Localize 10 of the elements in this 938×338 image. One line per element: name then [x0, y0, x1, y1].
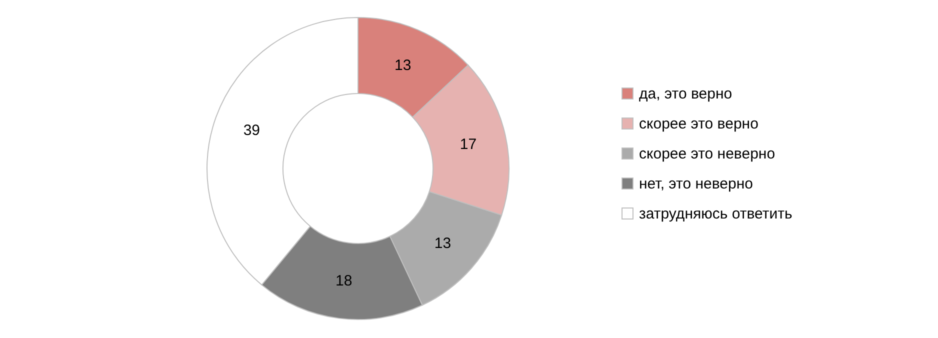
- legend-label: скорее это неверно: [639, 146, 776, 162]
- legend-label: затрудняюсь ответить: [639, 206, 792, 222]
- data-label: 13: [394, 56, 412, 74]
- data-label: 17: [460, 136, 477, 153]
- data-label: 18: [335, 272, 352, 290]
- data-label: 13: [434, 235, 452, 252]
- data-label: 39: [243, 122, 260, 140]
- legend-label: да, это верно: [639, 86, 732, 102]
- legend-label: нет, это неверно: [639, 176, 753, 192]
- legend-label: скорее это верно: [639, 116, 758, 132]
